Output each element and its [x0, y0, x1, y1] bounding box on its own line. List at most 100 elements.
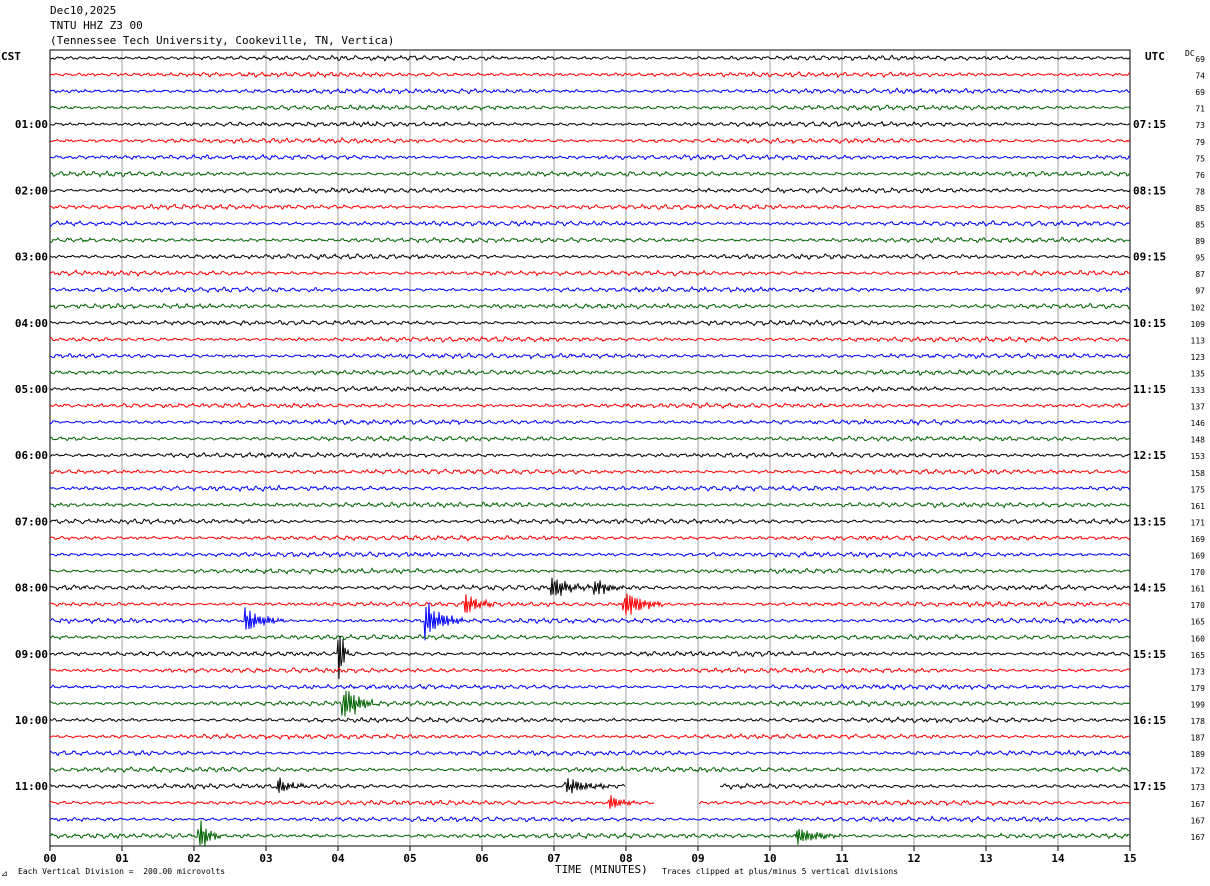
trace-13	[49, 269, 1131, 278]
trace-34	[49, 602, 1130, 641]
dc-offset-label-9: 85	[1195, 204, 1205, 213]
right-time-label: 08:15	[1133, 184, 1166, 197]
dc-offset-label-19: 135	[1191, 369, 1206, 378]
trace-36	[49, 635, 1131, 679]
dc-offset-label-15: 102	[1191, 303, 1206, 312]
trace-38	[49, 683, 1131, 691]
dc-offset-label-45: 167	[1191, 800, 1206, 809]
dc-offset-label-23: 148	[1191, 436, 1206, 445]
trace-5	[49, 137, 1131, 145]
trace-1	[49, 71, 1131, 79]
x-tick-label-15: 15	[1123, 852, 1136, 865]
trace-2	[49, 87, 1131, 95]
trace-0	[49, 54, 1131, 62]
dc-offset-label-37: 173	[1191, 667, 1206, 676]
right-time-label: 07:15	[1133, 118, 1166, 131]
trace-15	[49, 302, 1131, 310]
trace-28	[49, 517, 1131, 526]
clip-note: Traces clipped at plus/minus 5 vertical …	[662, 867, 899, 876]
dc-offset-label-2: 69	[1195, 88, 1205, 97]
dc-offset-label-20: 133	[1191, 386, 1206, 395]
trace-24	[49, 451, 1131, 460]
dc-offset-label-26: 175	[1191, 485, 1206, 494]
left-time-label: 04:00	[15, 317, 48, 330]
dc-offset-label-10: 85	[1195, 221, 1205, 230]
trace-22	[49, 418, 1130, 427]
dc-offset-label-36: 165	[1191, 651, 1206, 660]
plot-frame	[49, 49, 1131, 847]
dc-offset-label-34: 165	[1191, 618, 1206, 627]
trace-47	[49, 820, 1131, 846]
trace-9	[49, 203, 1131, 211]
x-tick-label-05: 05	[403, 852, 416, 865]
trace-19	[49, 368, 1130, 377]
x-tick-label-11: 11	[835, 852, 849, 865]
trace-17	[49, 335, 1131, 343]
trace-37	[49, 667, 1131, 674]
trace-26	[49, 484, 1131, 493]
trace-18	[50, 352, 1131, 360]
x-tick-label-09: 09	[691, 852, 704, 865]
dc-offset-label-29: 169	[1191, 535, 1206, 544]
trace-12	[49, 253, 1131, 261]
trace-7	[49, 170, 1131, 178]
left-time-label: 06:00	[15, 449, 48, 462]
dc-offset-label-42: 189	[1191, 750, 1206, 759]
trace-11	[49, 236, 1131, 244]
x-tick-label-02: 02	[187, 852, 200, 865]
right-time-label: 12:15	[1133, 449, 1166, 462]
trace-20	[49, 385, 1131, 393]
left-time-label: 09:00	[15, 648, 48, 661]
trace-27	[49, 501, 1131, 509]
right-time-label: 10:15	[1133, 317, 1166, 330]
x-tick-label-08: 08	[619, 852, 632, 865]
dc-offset-label-38: 179	[1191, 684, 1206, 693]
trace-8	[49, 186, 1131, 195]
trace-33	[49, 593, 1131, 616]
trace-42	[49, 749, 1131, 757]
dc-offset-label-21: 137	[1191, 403, 1206, 412]
left-time-label: 07:00	[15, 515, 48, 528]
left-time-label: 11:00	[15, 780, 48, 793]
x-tick-label-03: 03	[259, 852, 272, 865]
left-time-label: 05:00	[15, 383, 48, 396]
x-tick-label-07: 07	[547, 852, 560, 865]
trace-35	[49, 633, 1131, 641]
dc-offset-label-31: 170	[1191, 568, 1206, 577]
right-time-label: 11:15	[1133, 383, 1166, 396]
left-time-label: 02:00	[15, 184, 48, 197]
trace-39	[49, 690, 1131, 717]
dc-offset-label-47: 167	[1191, 833, 1206, 842]
trace-40	[49, 716, 1131, 724]
dc-offset-label-33: 170	[1191, 601, 1206, 610]
trace-32	[49, 577, 1131, 596]
trace-6	[49, 153, 1131, 161]
trace-21	[49, 402, 1131, 410]
right-time-label: 16:15	[1133, 714, 1166, 727]
right-time-label: 17:15	[1133, 780, 1166, 793]
dc-offset-label-12: 95	[1195, 254, 1205, 263]
x-tick-label-12: 12	[907, 852, 920, 865]
trace-29	[49, 534, 1131, 542]
dc-offset-label-30: 169	[1191, 552, 1206, 561]
trace-10	[49, 219, 1131, 228]
dc-offset-label-39: 199	[1191, 700, 1206, 709]
left-time-label: 10:00	[15, 714, 48, 727]
dc-offset-label-8: 78	[1195, 187, 1205, 196]
dc-offset-label-22: 146	[1191, 419, 1206, 428]
trace-41	[49, 732, 1131, 741]
trace-43	[49, 765, 1131, 774]
x-tick-label-14: 14	[1051, 852, 1065, 865]
dc-offset-label-41: 187	[1191, 734, 1206, 743]
trace-25	[49, 468, 1131, 476]
dc-offset-label-1: 74	[1195, 72, 1205, 81]
trace-44	[49, 777, 1131, 794]
dc-offset-label-24: 153	[1191, 452, 1206, 461]
right-time-label: 15:15	[1133, 648, 1166, 661]
dc-offset-label-43: 172	[1191, 767, 1206, 776]
dc-offset-label-13: 87	[1195, 270, 1205, 279]
header-location: (Tennessee Tech University, Cookeville, …	[50, 34, 395, 47]
trace-30	[49, 551, 1131, 559]
trace-31	[49, 567, 1131, 575]
